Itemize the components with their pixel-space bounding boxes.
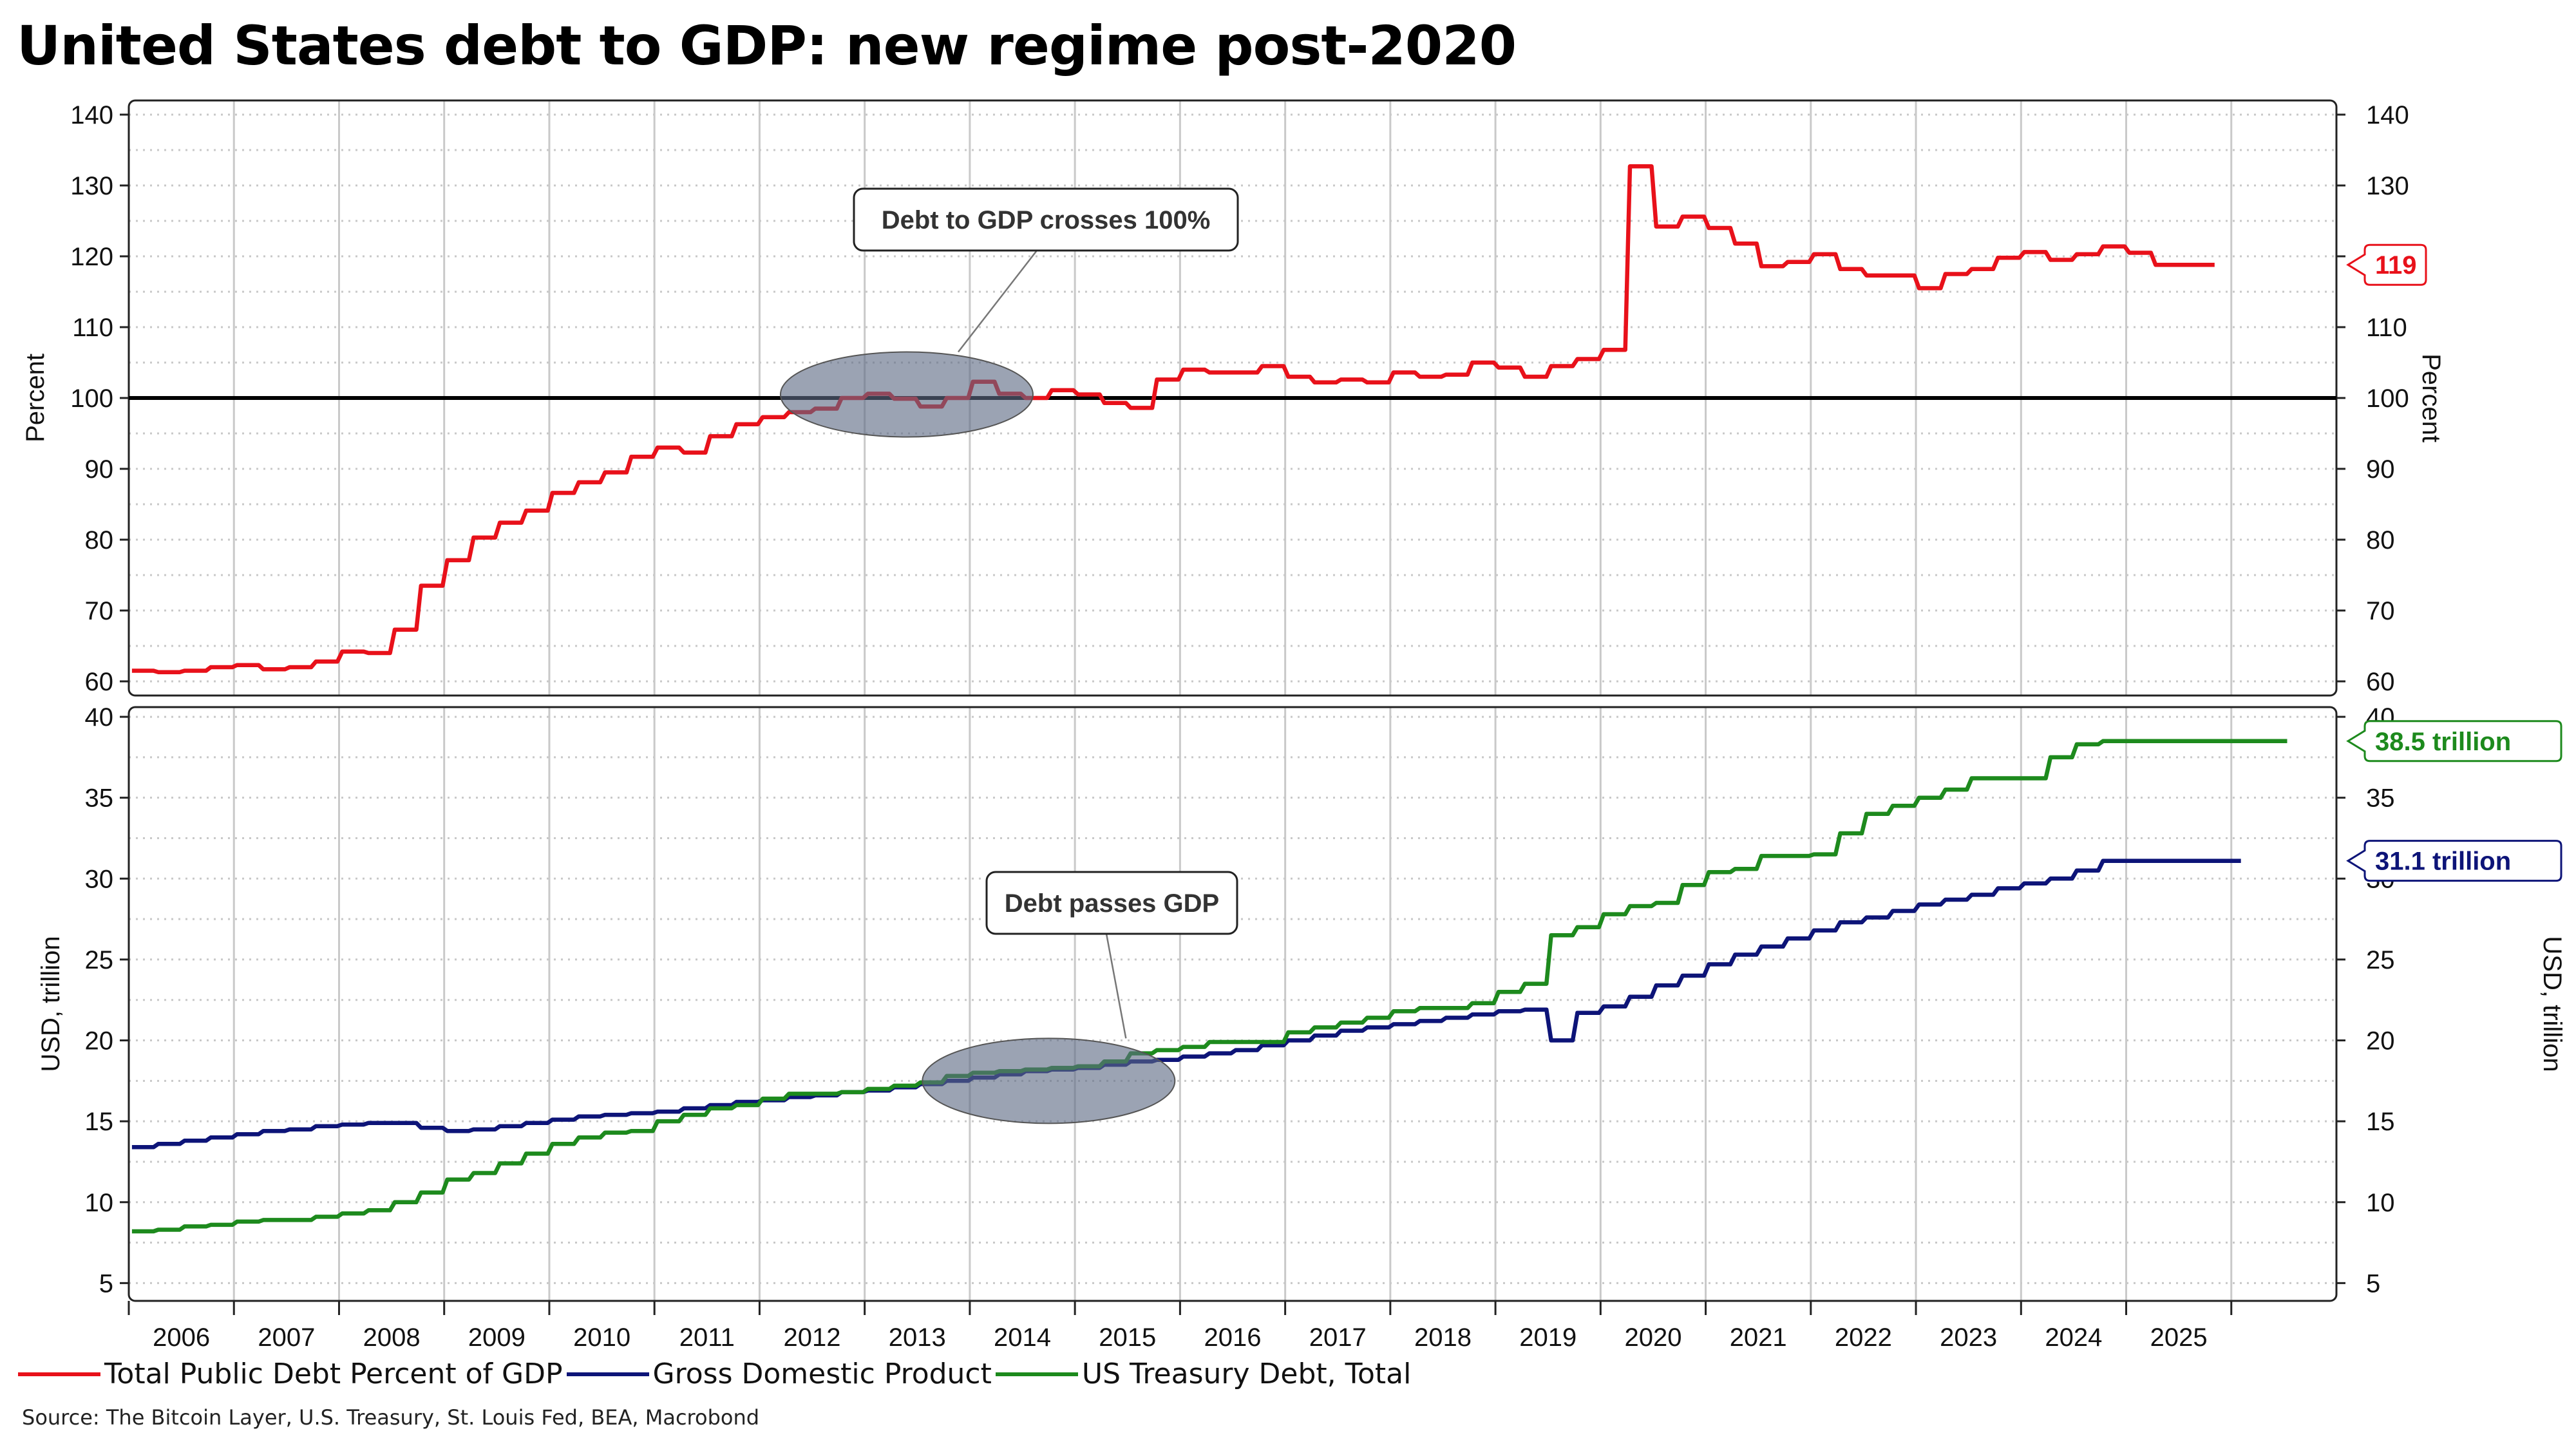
x-tick-label: 2018	[1414, 1323, 1472, 1352]
y-tick-label-right: 90	[2366, 455, 2395, 484]
y-tick-label-left: 130	[70, 172, 113, 200]
x-tick-label: 2022	[1835, 1323, 1892, 1352]
x-tick-label: 2007	[258, 1323, 315, 1352]
y-tick-label-left: 60	[85, 668, 114, 696]
y-axis-label-left: Percent	[21, 354, 50, 442]
y-tick-label-right: 10	[2366, 1189, 2395, 1217]
end-label-box	[2346, 243, 2427, 286]
y-tick-label-left: 35	[85, 784, 114, 813]
y-tick-label-left: 120	[70, 243, 113, 271]
legend-item-gdp: Gross Domestic Product	[566, 1358, 992, 1390]
x-tick-label: 2023	[1940, 1323, 1997, 1352]
y-tick-label-right: 70	[2366, 597, 2395, 625]
annotation-leader	[957, 250, 1037, 353]
series-line-us-treasury-debt-total	[131, 739, 2287, 1234]
end-label: 31.1 trillion	[2375, 848, 2511, 876]
y-tick-label-left: 100	[70, 384, 113, 413]
end-label: 119	[2375, 251, 2417, 279]
legend-item-debt-pct: Total Public Debt Percent of GDP	[18, 1358, 563, 1390]
y-tick-label-left: 40	[85, 703, 114, 732]
y-tick-label-right: 140	[2366, 101, 2409, 129]
y-tick-label-right: 20	[2366, 1027, 2395, 1056]
y-tick-label-right: 110	[2366, 314, 2407, 342]
y-tick-label-right: 15	[2366, 1108, 2395, 1136]
legend-label: US Treasury Debt, Total	[1081, 1358, 1412, 1390]
x-tick-label: 2014	[994, 1323, 1051, 1352]
annotation-ellipse	[779, 351, 1034, 438]
y-tick-label-left: 30	[85, 865, 114, 893]
y-tick-label-right: 80	[2366, 526, 2395, 554]
annotation-text: Debt to GDP crosses 100%	[882, 206, 1211, 234]
legend-label: Total Public Debt Percent of GDP	[104, 1358, 563, 1390]
annotation-box	[853, 187, 1239, 252]
y-tick-label-left: 5	[99, 1269, 113, 1298]
y-tick-label-left: 80	[85, 526, 114, 554]
x-tick-label: 2017	[1309, 1323, 1367, 1352]
y-tick-label-right: 25	[2366, 946, 2395, 974]
legend-swatch	[995, 1372, 1078, 1376]
y-tick-label-left: 10	[85, 1189, 114, 1217]
x-tick-label: 2011	[679, 1323, 735, 1352]
end-label-box	[2346, 720, 2562, 762]
y-tick-label-left: 90	[85, 455, 114, 484]
y-tick-label-right: 35	[2366, 784, 2395, 813]
annotation-text: Debt passes GDP	[1005, 889, 1219, 918]
x-tick-label: 2019	[1519, 1323, 1577, 1352]
x-tick-label: 2025	[2150, 1323, 2208, 1352]
x-tick-label: 2015	[1099, 1323, 1156, 1352]
chart-title: United States debt to GDP: new regime po…	[17, 14, 1517, 77]
annotation-box	[985, 871, 1238, 935]
legend-label: Gross Domestic Product	[652, 1358, 992, 1390]
series-line-gross-domestic-product	[131, 858, 2241, 1150]
source-note: Source: The Bitcoin Layer, U.S. Treasury…	[22, 1405, 760, 1430]
x-tick-label: 2021	[1730, 1323, 1787, 1352]
end-label-box	[2346, 840, 2562, 882]
y-tick-label-right: 60	[2366, 668, 2395, 696]
legend-item-debt-total: US Treasury Debt, Total	[995, 1358, 1412, 1390]
y-tick-label-right: 130	[2366, 172, 2409, 200]
y-tick-label-left: 140	[70, 101, 113, 129]
x-tick-label: 2009	[468, 1323, 526, 1352]
x-tick-label: 2024	[2045, 1323, 2102, 1352]
y-tick-label-left: 15	[85, 1108, 114, 1136]
y-axis-label-right: USD, trillion	[2538, 936, 2566, 1072]
x-tick-label: 2020	[1624, 1323, 1681, 1352]
x-tick-label: 2008	[363, 1323, 421, 1352]
x-tick-label: 2013	[889, 1323, 946, 1352]
x-tick-label: 2016	[1204, 1323, 1262, 1352]
y-tick-label-left: 25	[85, 946, 114, 974]
legend-swatch	[566, 1372, 649, 1376]
plot-frame	[128, 706, 2338, 1302]
annotation-ellipse	[922, 1037, 1176, 1124]
y-axis-label-right: Percent	[2417, 354, 2445, 442]
y-tick-label-left: 70	[85, 597, 114, 625]
annotation-leader	[1105, 933, 1127, 1039]
x-tick-label: 2012	[784, 1323, 841, 1352]
y-tick-label-left: 110	[72, 314, 113, 342]
y-axis-label-left: USD, trillion	[37, 936, 65, 1072]
x-axis: 2006 2007 2008 2009 2010 2011 2012 2013 2014 2015…	[128, 1301, 2233, 1352]
y-tick-label-right: 100	[2366, 384, 2409, 413]
panel-top: 6060707080809090100100110110120120130130…	[21, 99, 2445, 697]
series-line-total-public-debt-percent-of-gdp	[131, 164, 2215, 674]
end-label: 38.5 trillion	[2375, 728, 2511, 756]
y-tick-label-left: 20	[85, 1027, 114, 1056]
x-tick-label: 2010	[573, 1323, 630, 1352]
legend-swatch	[18, 1372, 100, 1376]
legend: Total Public Debt Percent of GDP Gross D…	[18, 1358, 1415, 1390]
x-tick-label: 2006	[153, 1323, 210, 1352]
panel-bottom: 551010151520202525303035354040USD, trill…	[37, 703, 2566, 1302]
y-tick-label-right: 5	[2366, 1269, 2380, 1298]
